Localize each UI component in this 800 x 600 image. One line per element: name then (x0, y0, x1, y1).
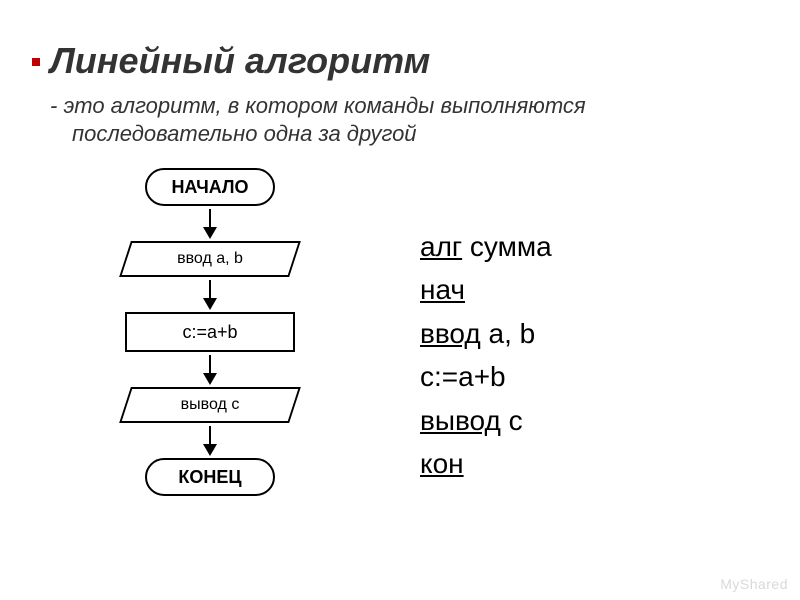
page-subtitle: - это алгоритм, в котором команды выполн… (50, 92, 690, 147)
pseudocode-line: алг сумма (420, 225, 552, 268)
arrow-icon (209, 209, 211, 237)
keyword-input: ввод (420, 318, 481, 349)
pseudocode-text: a, b (481, 318, 535, 349)
keyword-end: кон (420, 448, 464, 479)
watermark: MyShared (720, 576, 788, 592)
pseudocode-line: ввод a, b (420, 312, 552, 355)
page-title: Линейный алгоритм (50, 40, 430, 82)
arrow-icon (209, 280, 211, 308)
keyword-begin: нач (420, 274, 465, 305)
pseudocode-text: с (501, 405, 523, 436)
pseudocode-block: алг сумма нач ввод a, b c:=a+b вывод с к… (420, 225, 552, 485)
flowchart-process-node: c:=a+b (125, 312, 295, 352)
flowchart-start-node: НАЧАЛО (145, 168, 275, 206)
flowchart-end-node: КОНЕЦ (145, 458, 275, 496)
flowchart-output-node: вывод с (125, 387, 295, 423)
flowchart-input-node: ввод a, b (125, 241, 295, 277)
flowchart: НАЧАЛО ввод a, b c:=a+b вывод с КОНЕЦ (100, 168, 320, 496)
pseudocode-line: кон (420, 442, 552, 485)
arrow-icon (209, 426, 211, 454)
subtitle-line-2: последовательно одна за другой (50, 120, 690, 148)
pseudocode-line: c:=a+b (420, 355, 552, 398)
subtitle-line-1: - это алгоритм, в котором команды выполн… (50, 93, 586, 118)
pseudocode-text: сумма (462, 231, 552, 262)
keyword-alg: алг (420, 231, 462, 262)
pseudocode-line: вывод с (420, 399, 552, 442)
flowchart-input-label: ввод a, b (125, 241, 295, 277)
flowchart-output-label: вывод с (125, 387, 295, 423)
keyword-output: вывод (420, 405, 501, 436)
pseudocode-line: нач (420, 268, 552, 311)
arrow-icon (209, 355, 211, 383)
title-bullet (32, 58, 40, 66)
